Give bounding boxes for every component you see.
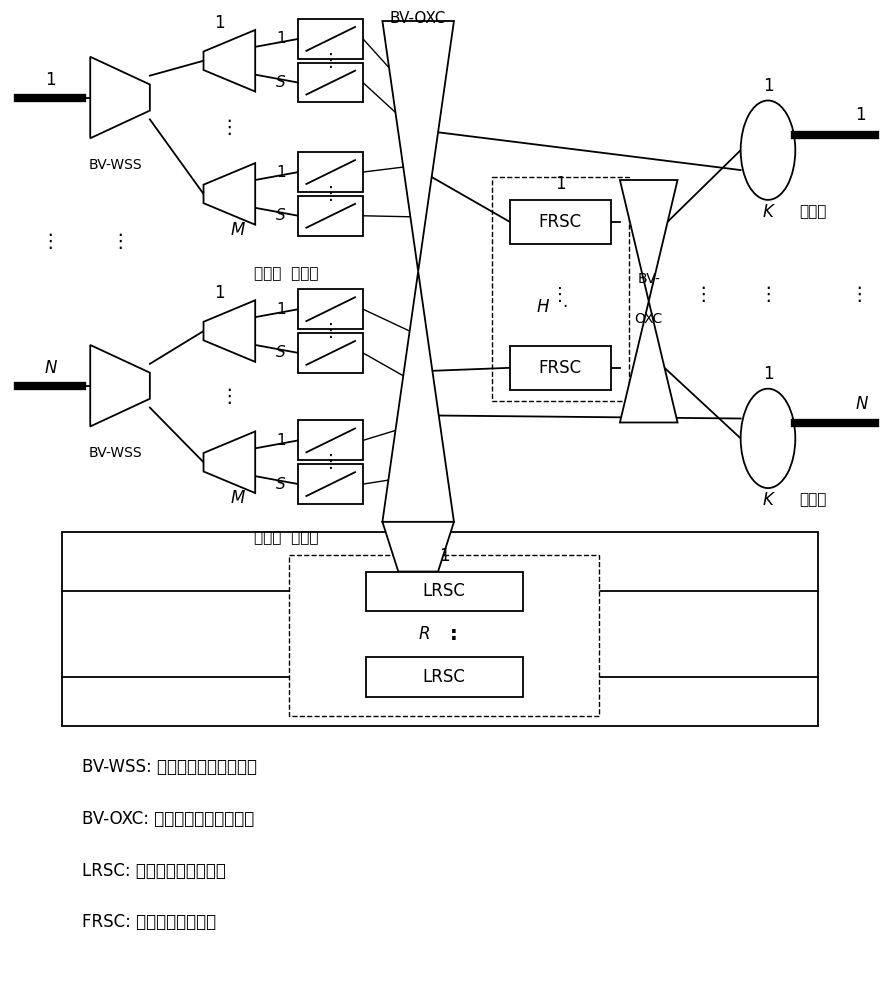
- Bar: [298, 152, 363, 192]
- Text: ⋮: ⋮: [551, 286, 570, 304]
- Text: 耦合器: 耦合器: [799, 492, 826, 508]
- Text: K: K: [763, 203, 773, 221]
- Text: 1: 1: [555, 175, 565, 193]
- Text: ⋮: ⋮: [220, 387, 239, 406]
- Text: 1: 1: [276, 433, 286, 448]
- Text: LRSC: LRSC: [422, 668, 465, 686]
- Text: FRSC: FRSC: [538, 213, 582, 231]
- Text: 1: 1: [276, 302, 286, 317]
- Text: 1: 1: [276, 165, 286, 180]
- Bar: [289, 555, 599, 716]
- Text: BV-WSS: 带宽可变波长选择开关: BV-WSS: 带宽可变波长选择开关: [82, 758, 257, 776]
- Text: 耦合器: 耦合器: [799, 204, 826, 219]
- Text: K: K: [763, 491, 773, 509]
- Ellipse shape: [740, 389, 796, 488]
- Text: FRSC: 全范围频谱转换器: FRSC: 全范围频谱转换器: [82, 913, 216, 931]
- Text: 1: 1: [214, 284, 225, 302]
- Bar: [298, 63, 363, 102]
- Polygon shape: [382, 21, 454, 271]
- Text: ⋮: ⋮: [111, 232, 129, 251]
- Text: ·: ·: [563, 298, 568, 316]
- Bar: [365, 572, 522, 611]
- Bar: [365, 657, 522, 697]
- Text: S: S: [276, 75, 286, 90]
- Text: BV-: BV-: [638, 272, 660, 286]
- Bar: [298, 196, 363, 236]
- Text: 1: 1: [763, 77, 773, 95]
- Bar: [510, 346, 611, 390]
- Text: ⋮: ⋮: [694, 285, 714, 304]
- Text: ⋮: ⋮: [321, 52, 339, 70]
- Polygon shape: [204, 431, 255, 493]
- Text: ⋮: ⋮: [321, 453, 339, 471]
- Polygon shape: [382, 522, 454, 572]
- Text: 1: 1: [214, 14, 225, 32]
- Text: ⋮: ⋮: [220, 118, 239, 137]
- Polygon shape: [90, 57, 150, 138]
- Polygon shape: [204, 163, 255, 225]
- Text: R: R: [419, 625, 430, 643]
- Ellipse shape: [740, 101, 796, 200]
- Polygon shape: [204, 300, 255, 362]
- Text: :: :: [450, 625, 458, 644]
- Text: ⋮: ⋮: [41, 232, 60, 251]
- Text: 1: 1: [763, 365, 773, 383]
- Text: H: H: [536, 298, 548, 316]
- Text: ⋮: ⋮: [321, 322, 339, 340]
- Polygon shape: [620, 180, 678, 301]
- Text: 1: 1: [438, 547, 449, 565]
- Polygon shape: [204, 30, 255, 92]
- Text: OXC: OXC: [635, 312, 663, 326]
- Bar: [298, 420, 363, 460]
- Text: BV-OXC: 带宽可变光交叉连接器: BV-OXC: 带宽可变光交叉连接器: [82, 810, 255, 828]
- Text: N: N: [45, 359, 56, 377]
- Text: BV-WSS: BV-WSS: [88, 158, 142, 172]
- Polygon shape: [620, 301, 678, 422]
- Bar: [298, 333, 363, 373]
- Text: S: S: [276, 208, 286, 223]
- Bar: [510, 200, 611, 244]
- Text: LRSC: LRSC: [422, 582, 465, 600]
- Text: 分光器  光开关: 分光器 光开关: [254, 530, 318, 545]
- Text: LRSC: 有限范围频谱转换器: LRSC: 有限范围频谱转换器: [82, 862, 226, 880]
- Text: M: M: [230, 221, 245, 239]
- Polygon shape: [382, 271, 454, 522]
- Text: 1: 1: [276, 31, 286, 46]
- Text: ⋮: ⋮: [849, 285, 869, 304]
- Text: S: S: [276, 345, 286, 360]
- Bar: [298, 289, 363, 329]
- Text: BV-WSS: BV-WSS: [88, 446, 142, 460]
- Text: 分光器  光开关: 分光器 光开关: [254, 266, 318, 281]
- Text: N: N: [855, 395, 868, 413]
- Text: FRSC: FRSC: [538, 359, 582, 377]
- Text: S: S: [276, 477, 286, 492]
- Text: ⋮: ⋮: [758, 285, 778, 304]
- Text: BV-OXC: BV-OXC: [390, 11, 446, 26]
- Text: 1: 1: [46, 71, 55, 89]
- Text: 1: 1: [855, 106, 866, 124]
- Bar: [298, 19, 363, 59]
- Text: ⋮: ⋮: [321, 185, 339, 203]
- Text: M: M: [230, 489, 245, 507]
- Bar: [492, 177, 629, 401]
- Polygon shape: [90, 345, 150, 426]
- Bar: [63, 532, 818, 726]
- Bar: [298, 464, 363, 504]
